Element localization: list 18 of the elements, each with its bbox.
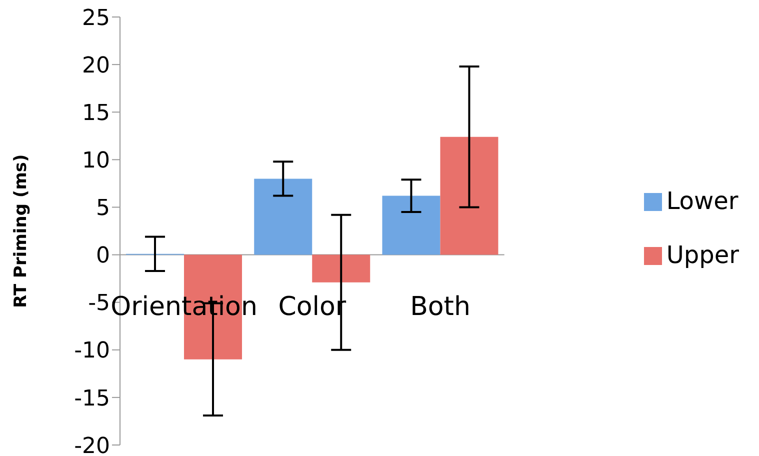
y-tick-label: 5 bbox=[96, 196, 110, 222]
y-axis-title: RT Priming (ms) bbox=[11, 154, 32, 308]
y-tick-label: 15 bbox=[82, 100, 110, 126]
bar bbox=[312, 254, 370, 282]
y-tick-label: -20 bbox=[74, 434, 110, 456]
bar bbox=[440, 136, 498, 255]
y-tick-label: -5 bbox=[88, 291, 110, 316]
y-tick-label: -10 bbox=[74, 338, 110, 364]
legend-label: Upper bbox=[666, 241, 739, 269]
y-tick-label: 0 bbox=[96, 244, 110, 269]
bar bbox=[382, 196, 440, 255]
y-tick-label: 10 bbox=[82, 148, 110, 174]
y-tick-label: -15 bbox=[74, 386, 110, 412]
x-tick-label: Both bbox=[410, 292, 470, 322]
y-tick-label: 20 bbox=[82, 53, 110, 78]
bar bbox=[254, 178, 312, 255]
legend-label: Lower bbox=[666, 187, 738, 215]
y-tick-label: 25 bbox=[82, 6, 110, 31]
